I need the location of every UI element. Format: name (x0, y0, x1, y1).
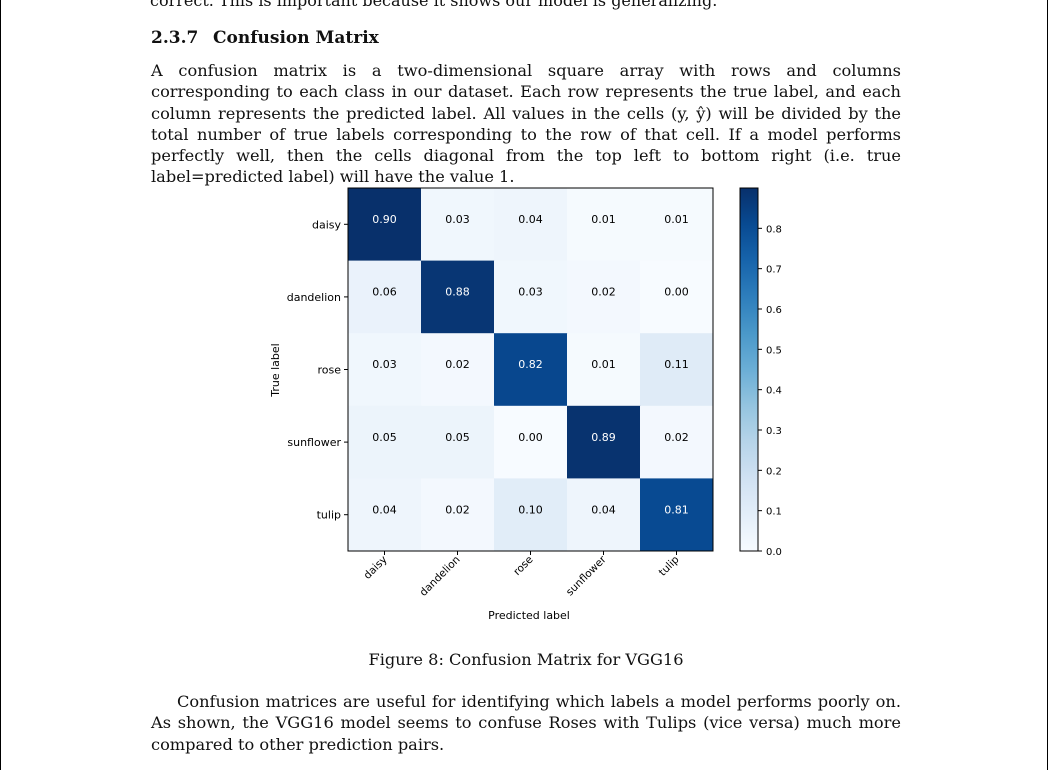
heatmap-cell (421, 333, 495, 407)
cell-value-label: 0.02 (445, 358, 470, 371)
heatmap-cell (421, 405, 495, 479)
y-tick-label: dandelion (287, 291, 341, 304)
colorbar-tick-label: 0.6 (766, 305, 782, 316)
x-axis-label: Predicted label (488, 609, 570, 622)
cell-value-label: 0.03 (445, 213, 470, 226)
page-border-left (0, 0, 1, 770)
cell-value-label: 0.04 (372, 503, 397, 516)
x-tick-label: rose (511, 554, 535, 578)
heatmap-cell (640, 188, 714, 262)
y-tick-label: rose (317, 364, 341, 377)
heatmap-cell (567, 405, 641, 479)
cell-value-label: 0.01 (591, 358, 616, 371)
y-axis-label: True label (269, 343, 282, 397)
cell-value-label: 0.03 (372, 358, 397, 371)
confusion-matrix-figure: 0.90 0.03 0.04 0.01 0.010.06 0.88 0.03 0.02 0.00… (269, 187, 782, 622)
cell-value-label: 0.05 (445, 431, 470, 444)
heatmap-cell (494, 478, 568, 552)
cell-value-label: 0.90 (372, 213, 397, 226)
cell-value-label: 0.02 (445, 503, 470, 516)
intro-paragraph: A confusion matrix is a two-dimensional … (151, 61, 901, 187)
y-tick-label: daisy (312, 218, 342, 231)
heatmap-cell (348, 260, 422, 334)
colorbar (739, 187, 759, 552)
figure-caption-text: Figure 8: Confusion Matrix for VGG16 (368, 650, 684, 669)
discussion-paragraph: Confusion matrices are useful for identi… (151, 692, 901, 754)
heatmap-cell (421, 260, 495, 334)
cell-value-label: 0.89 (591, 431, 616, 444)
previous-page-text: correct. This is important because it sh… (150, 0, 718, 10)
heatmap-cell (348, 333, 422, 407)
cell-value-label: 0.82 (518, 358, 543, 371)
x-tick-label: tulip (657, 553, 682, 578)
cell-value-label: 0.03 (518, 286, 543, 299)
colorbar-tick-label: 0.3 (766, 426, 782, 437)
x-tick-label: dandelion (418, 554, 463, 599)
heatmap-cell (348, 405, 422, 479)
heatmap-cell (494, 188, 568, 262)
colorbar-tick-label: 0.4 (766, 386, 782, 397)
y-tick-label: sunflower (287, 436, 341, 449)
cell-value-label: 0.10 (518, 503, 543, 516)
figure-caption: Figure 8: Confusion Matrix for VGG16 (0, 650, 1048, 669)
heatmap-cell (421, 188, 495, 262)
colorbar-tick-label: 0.2 (766, 466, 782, 477)
section-heading: 2.3.7 Confusion Matrix (151, 28, 379, 48)
heatmap-cell (640, 478, 714, 552)
cell-value-label: 0.00 (664, 286, 689, 299)
cell-value-label: 0.01 (664, 213, 689, 226)
cell-value-label: 0.11 (664, 358, 689, 371)
section-number: 2.3.7 (151, 28, 199, 48)
cell-value-label: 0.00 (518, 431, 543, 444)
colorbar-tick-label: 0.1 (766, 507, 782, 518)
cell-value-label: 0.04 (518, 213, 543, 226)
heatmap-cell (567, 260, 641, 334)
heatmap-cell (421, 478, 495, 552)
colorbar-tick-label: 0.5 (766, 345, 782, 356)
colorbar-tick-label: 0.8 (766, 224, 782, 235)
colorbar-tick-label: 0.0 (766, 547, 782, 558)
x-tick-label: daisy (362, 554, 390, 582)
heatmap-cell (348, 478, 422, 552)
heatmap-cell (494, 260, 568, 334)
section-title: Confusion Matrix (213, 28, 379, 48)
heatmap-cell (567, 188, 641, 262)
cell-value-label: 0.06 (372, 286, 397, 299)
cell-value-label: 0.05 (372, 431, 397, 444)
colorbar-tick-label: 0.7 (766, 265, 782, 276)
heatmap-cell (640, 260, 714, 334)
cell-value-label: 0.02 (591, 286, 616, 299)
x-tick-label: sunflower (564, 553, 609, 598)
heatmap-cell (348, 188, 422, 262)
cell-value-label: 0.01 (591, 213, 616, 226)
heatmap-cell (640, 333, 714, 407)
heatmap-cell (640, 405, 714, 479)
heatmap-cells (348, 188, 714, 552)
heatmap-cell (567, 333, 641, 407)
heatmap-cell (567, 478, 641, 552)
y-tick-label: tulip (317, 509, 341, 522)
cell-value-label: 0.04 (591, 503, 616, 516)
heatmap-cell (494, 333, 568, 407)
cell-value-label: 0.88 (445, 286, 470, 299)
cell-value-label: 0.02 (664, 431, 689, 444)
cell-value-label: 0.81 (664, 503, 689, 516)
colorbar-ticks: 0.0 0.1 0.2 0.3 0.4 0.5 0.6 0.7 0.8 (758, 224, 782, 558)
heatmap-cell (494, 405, 568, 479)
